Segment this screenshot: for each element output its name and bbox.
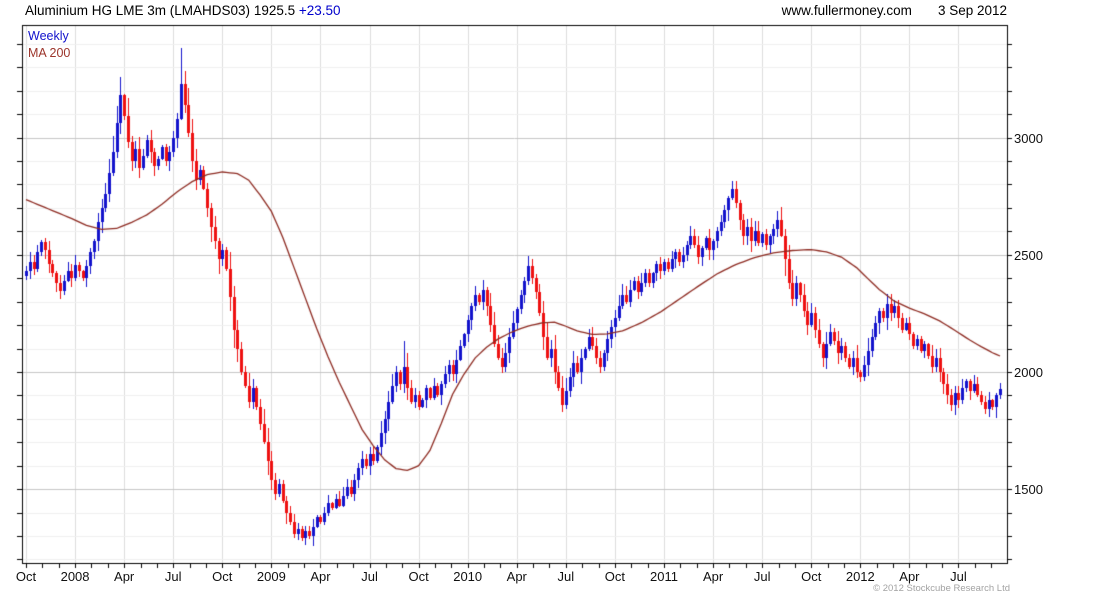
x-tick-label: 2011 bbox=[650, 569, 678, 584]
x-tick-label: 2009 bbox=[256, 569, 286, 584]
x-tick-label: Oct bbox=[408, 569, 429, 584]
x-tick-label: 2008 bbox=[60, 569, 90, 584]
x-tick-label: Oct bbox=[604, 569, 626, 584]
y-tick-label: 2500 bbox=[1014, 247, 1043, 263]
legend-ma200-label: MA 200 bbox=[28, 46, 71, 60]
x-tick-label: Jul bbox=[753, 569, 771, 584]
x-tick-label: Jul bbox=[361, 569, 378, 584]
x-tick-label: Apr bbox=[899, 569, 920, 584]
x-tick-label: Oct bbox=[801, 569, 822, 584]
x-tick-label: Apr bbox=[114, 569, 135, 584]
y-tick-label: 2000 bbox=[1014, 364, 1043, 380]
y-tick-label: 3000 bbox=[1014, 130, 1043, 146]
legend-weekly-label: Weekly bbox=[28, 29, 69, 43]
x-tick-label: 2012 bbox=[845, 569, 875, 584]
x-tick-label: 2010 bbox=[453, 569, 483, 584]
x-tick-label: Jul bbox=[950, 569, 967, 584]
copyright-notice: © 2012 Stockcube Research Ltd bbox=[873, 583, 1010, 594]
chart-legend: Weekly MA 200 bbox=[28, 28, 70, 62]
x-tick-label: Apr bbox=[702, 569, 724, 584]
x-tick-label: Jul bbox=[164, 569, 182, 584]
x-tick-label: Oct bbox=[212, 569, 233, 584]
x-tick-label: Apr bbox=[310, 569, 331, 584]
y-tick-label: 1500 bbox=[1014, 482, 1043, 498]
x-tick-label: Apr bbox=[506, 569, 527, 584]
x-tick-label: Jul bbox=[557, 569, 575, 584]
x-tick-label: Oct bbox=[15, 569, 37, 584]
